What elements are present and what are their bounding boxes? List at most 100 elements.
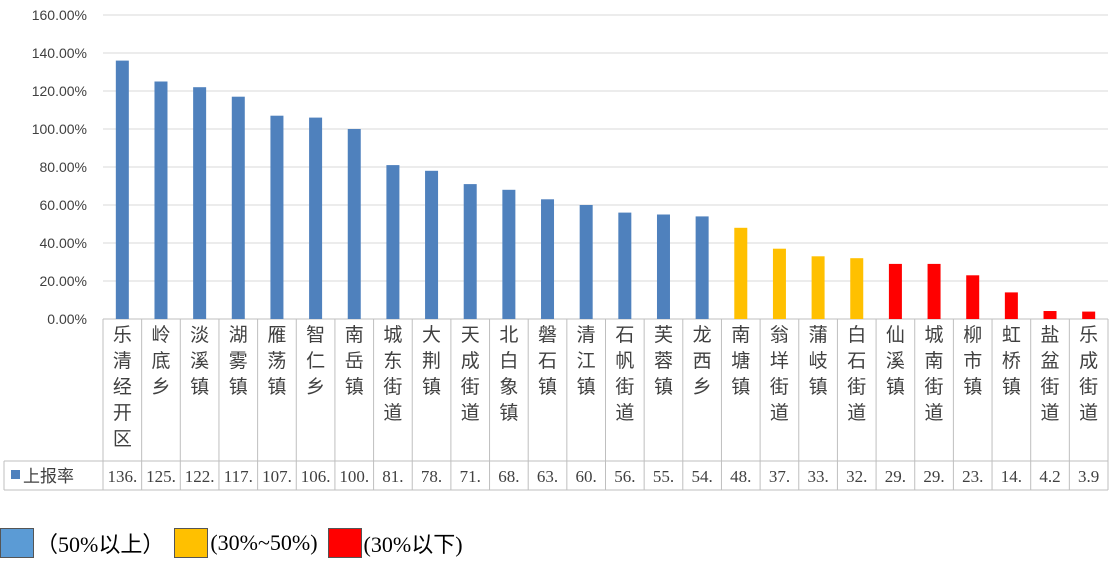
bar (966, 275, 980, 319)
y-tick-label: 100.00% (32, 121, 87, 137)
category-label: 石帆街道 (615, 324, 634, 424)
legend: （50%以上） (30%~50%) (30%以下) (0, 526, 473, 560)
bar (695, 216, 709, 319)
table-value: 136. (107, 467, 137, 486)
table-value: 4.2 (1039, 467, 1060, 486)
bar (425, 170, 439, 319)
bar (888, 263, 902, 319)
table-value: 3.9 (1078, 467, 1099, 486)
category-label: 蒲岐镇 (809, 324, 828, 398)
category-label: 湖雾镇 (229, 324, 248, 398)
category-label: 乐成街道 (1079, 324, 1098, 424)
table-value: 107. (262, 467, 292, 486)
table-value: 54. (692, 467, 713, 486)
bar (618, 212, 632, 319)
table-value: 122. (185, 467, 215, 486)
legend-swatch-low (327, 528, 362, 558)
category-label: 淡溪镇 (190, 324, 209, 398)
category-label: 清江镇 (577, 324, 596, 398)
bar (772, 248, 786, 319)
bar (656, 214, 670, 319)
category-label: 磐石镇 (538, 324, 557, 398)
bar (579, 205, 593, 319)
category-label: 仙溪镇 (886, 324, 905, 398)
table-value: 55. (653, 467, 674, 486)
category-label: 南塘镇 (731, 324, 750, 398)
table-value: 71. (460, 467, 481, 486)
category-label: 芙蓉镇 (654, 324, 673, 398)
category-label: 盐盆街道 (1041, 324, 1060, 424)
bar (1082, 311, 1096, 319)
y-tick-label: 20.00% (40, 273, 87, 289)
bar (1043, 311, 1057, 319)
table-value: 23. (962, 467, 983, 486)
series-name: 上报率 (23, 467, 74, 487)
category-label: 柳市镇 (963, 324, 982, 398)
bar (811, 256, 825, 319)
category-label: 白石街道 (847, 324, 866, 424)
category-label: 北白象镇 (499, 324, 518, 424)
y-tick-label: 0.00% (47, 311, 87, 327)
bar (1004, 292, 1018, 319)
bar (734, 227, 748, 319)
table-value: 117. (224, 467, 253, 486)
bar (309, 117, 323, 319)
table-value: 81. (382, 467, 403, 486)
category-label: 南岳镇 (345, 324, 364, 398)
legend-label-high: （50%以上） (36, 532, 165, 557)
category-label: 城南街道 (925, 324, 944, 424)
table-value: 78. (421, 467, 442, 486)
bar (270, 115, 284, 319)
table-value: 48. (730, 467, 751, 486)
table-value: 32. (846, 467, 867, 486)
legend-label-low: (30%以下) (363, 532, 463, 557)
bar (154, 81, 168, 319)
category-label: 智仁乡 (306, 324, 325, 398)
bar (386, 165, 400, 319)
table-value: 56. (614, 467, 635, 486)
legend-item-mid: (30%~50%) (174, 528, 318, 558)
bar (927, 263, 941, 319)
table-value: 125. (146, 467, 176, 486)
table-value: 63. (537, 467, 558, 486)
category-label: 城东街道 (383, 324, 402, 424)
bar (193, 87, 207, 319)
y-tick-label: 140.00% (32, 45, 87, 61)
series-key (11, 470, 20, 479)
table-value: 68. (498, 467, 519, 486)
category-label: 岭底乡 (151, 324, 170, 398)
bar-chart: 0.00% 20.00% 40.00% 60.00% 80.00% 100.00% 120.… (3, 7, 1109, 491)
table-value: 33. (807, 467, 828, 486)
table-value: 29. (885, 467, 906, 486)
y-tick-label: 160.00% (32, 7, 87, 23)
table-value: 100. (339, 467, 369, 486)
category-label: 大荆镇 (422, 324, 441, 398)
bar (850, 258, 864, 319)
table-value: 29. (923, 467, 944, 486)
y-tick-label: 40.00% (40, 235, 87, 251)
y-tick-label: 120.00% (32, 83, 87, 99)
bar (115, 60, 129, 319)
legend-swatch-mid (174, 528, 209, 558)
table-value: 37. (769, 467, 790, 486)
bar (502, 189, 516, 319)
table-value: 106. (301, 467, 331, 486)
y-tick-label: 80.00% (40, 159, 87, 175)
table-value: 14. (1001, 467, 1022, 486)
legend-item-high: （50%以上） (0, 527, 164, 559)
bar (231, 96, 245, 319)
bar (541, 199, 555, 319)
bar (347, 129, 361, 319)
category-label: 虹桥镇 (1002, 324, 1021, 398)
bar (463, 184, 477, 319)
legend-label-mid: (30%~50%) (210, 530, 318, 555)
category-label: 雁荡镇 (267, 324, 286, 398)
category-label: 天成街道 (461, 324, 480, 424)
legend-item-low: (30%以下) (327, 527, 463, 559)
category-label: 翁垟街道 (770, 324, 789, 424)
category-label: 龙西乡 (693, 324, 712, 398)
legend-swatch-high (0, 528, 34, 558)
table-value: 60. (576, 467, 597, 486)
category-label: 乐清经开区 (113, 324, 132, 450)
y-tick-label: 60.00% (40, 197, 87, 213)
